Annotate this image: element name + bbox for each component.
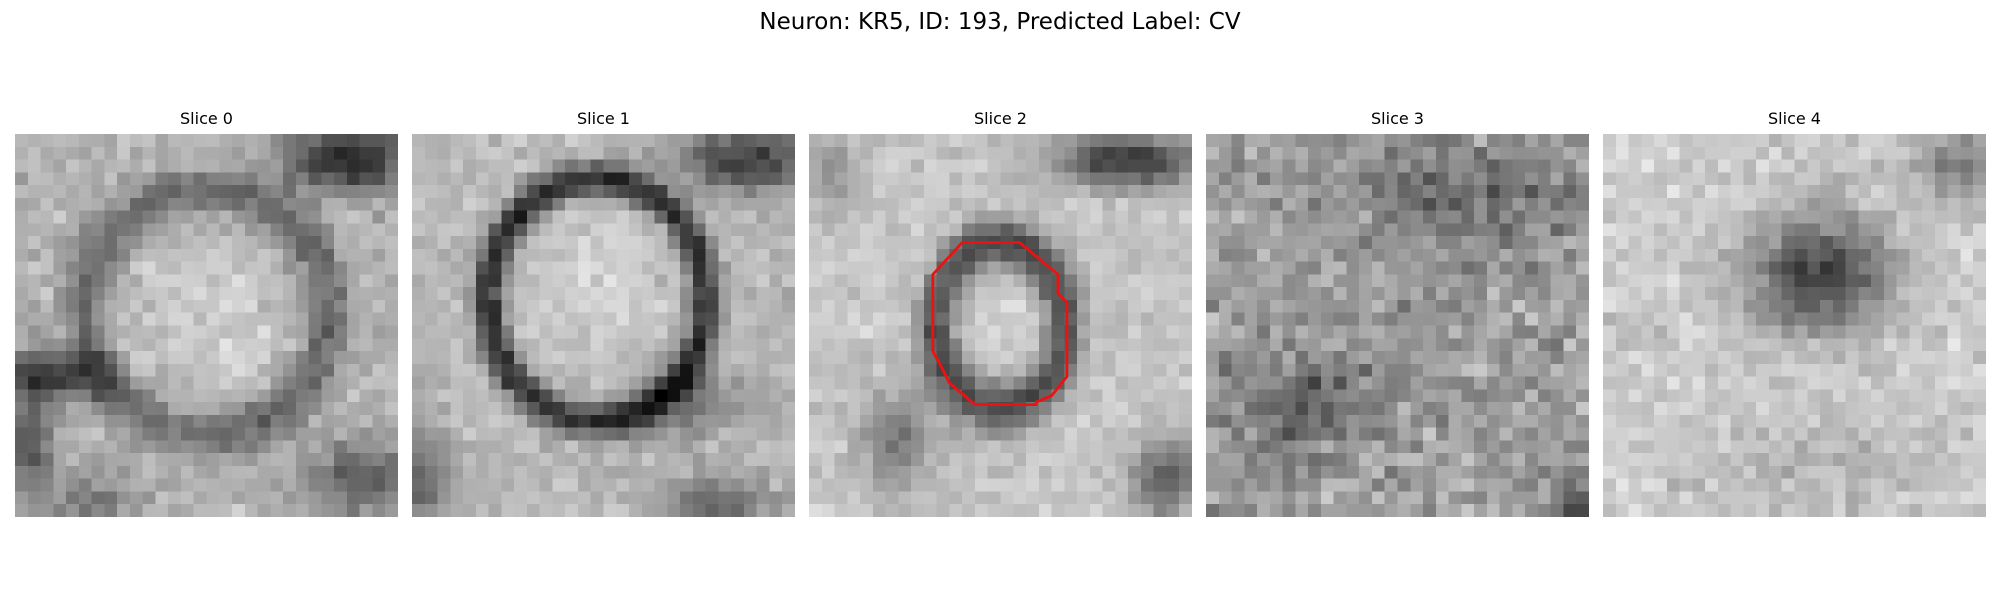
slice-title-4: Slice 4 — [1768, 109, 1821, 128]
slice-image-4 — [1603, 134, 1986, 517]
slice-panel-3: Slice 3 — [1206, 108, 1589, 521]
slice-title-3: Slice 3 — [1371, 109, 1424, 128]
slice-panel-0: Slice 0 — [15, 108, 398, 521]
slice-panel-2: Slice 2 — [809, 108, 1192, 521]
slice-title-1: Slice 1 — [577, 109, 630, 128]
figure-title: Neuron: KR5, ID: 193, Predicted Label: C… — [759, 9, 1241, 35]
slice-image-2 — [809, 134, 1192, 517]
slice-image-0 — [15, 134, 398, 517]
slice-panel-4: Slice 4 — [1603, 108, 1986, 521]
slice-panel-1: Slice 1 — [412, 108, 795, 521]
slice-title-0: Slice 0 — [180, 109, 233, 128]
segmentation-contour — [931, 241, 1069, 407]
slice-image-3 — [1206, 134, 1589, 517]
slice-image-1 — [412, 134, 795, 517]
slice-title-2: Slice 2 — [974, 109, 1027, 128]
